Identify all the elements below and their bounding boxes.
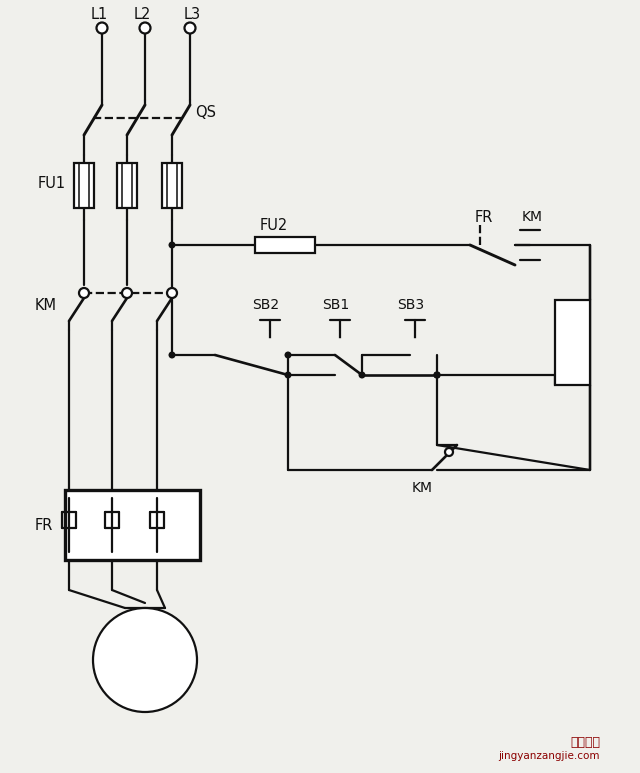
Text: L3: L3 <box>184 6 200 22</box>
Text: FR: FR <box>35 517 53 533</box>
Circle shape <box>93 608 197 712</box>
Circle shape <box>285 352 291 359</box>
Circle shape <box>140 22 150 33</box>
Circle shape <box>167 288 177 298</box>
Text: KM: KM <box>35 298 57 312</box>
Circle shape <box>433 372 440 379</box>
Circle shape <box>445 448 453 456</box>
Bar <box>255 237 315 253</box>
Circle shape <box>168 352 175 359</box>
Bar <box>117 163 137 208</box>
Text: KM: KM <box>522 210 543 224</box>
Text: M: M <box>134 642 156 662</box>
Circle shape <box>97 22 108 33</box>
Text: L2: L2 <box>133 6 150 22</box>
Circle shape <box>79 288 89 298</box>
Text: QS: QS <box>195 104 216 120</box>
Text: FR: FR <box>475 209 493 224</box>
Text: SB3: SB3 <box>397 298 424 312</box>
Circle shape <box>285 372 291 379</box>
Circle shape <box>184 22 195 33</box>
Text: KM: KM <box>412 481 433 495</box>
Text: 经验总结: 经验总结 <box>570 735 600 748</box>
Text: FU2: FU2 <box>260 217 288 233</box>
Text: KM: KM <box>560 298 581 312</box>
Circle shape <box>168 241 175 248</box>
Circle shape <box>122 288 132 298</box>
Text: SB1: SB1 <box>322 298 349 312</box>
Bar <box>74 163 94 208</box>
Circle shape <box>433 372 440 379</box>
Bar <box>162 163 182 208</box>
Text: L1: L1 <box>90 6 108 22</box>
Text: ~: ~ <box>138 665 152 683</box>
Text: FU1: FU1 <box>38 175 66 190</box>
Bar <box>555 300 590 385</box>
Bar <box>65 490 200 560</box>
Circle shape <box>358 372 365 379</box>
Text: jingyanzangjie.com: jingyanzangjie.com <box>499 751 600 761</box>
Circle shape <box>433 372 440 379</box>
Text: SB2: SB2 <box>252 298 279 312</box>
